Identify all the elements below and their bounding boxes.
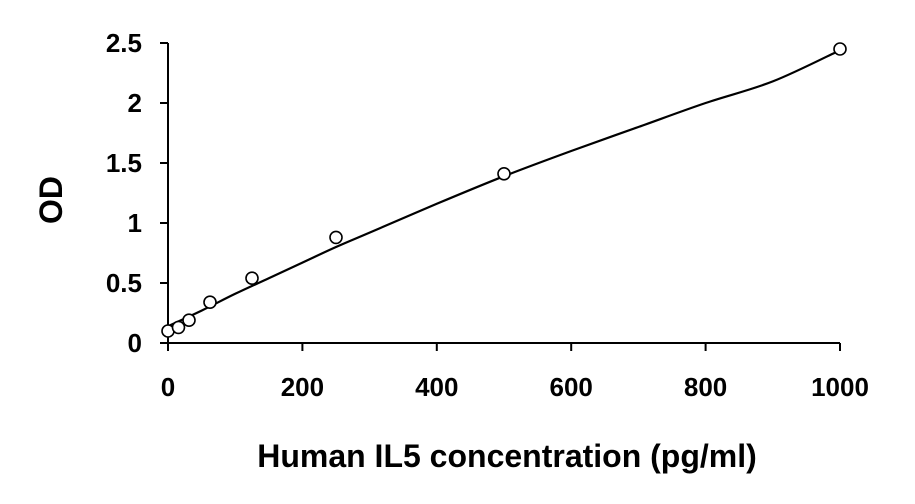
tick-marks <box>160 42 841 351</box>
y-tick-label: 2.5 <box>106 28 142 58</box>
fit-curve-layer <box>167 49 841 328</box>
data-points-layer <box>161 42 847 338</box>
y-tick-label: 2 <box>128 88 142 118</box>
x-tick-label: 200 <box>281 372 324 402</box>
x-tick-label: 400 <box>415 372 458 402</box>
data-point <box>497 167 511 181</box>
x-tick-label: 1000 <box>811 372 869 402</box>
data-point <box>203 295 217 310</box>
y-tick-label: 1 <box>128 208 142 238</box>
axes <box>167 43 840 344</box>
data-point <box>171 320 186 335</box>
y-tick-label: 0.5 <box>106 268 142 298</box>
data-point <box>329 230 343 245</box>
fit-curve <box>167 49 841 328</box>
x-tick-label: 600 <box>550 372 593 402</box>
data-point <box>245 271 259 286</box>
x-tick-label: 800 <box>684 372 727 402</box>
y-tick-label: 1.5 <box>106 148 142 178</box>
data-point <box>833 42 847 56</box>
x-axis-title: Human IL5 concentration (pg/ml) <box>257 438 757 474</box>
tick-labels: 0 0.5 1 1.5 2 2.5 0 200 400 600 800 1000 <box>106 28 869 402</box>
data-point <box>182 313 196 328</box>
y-tick-label: 0 <box>128 328 142 358</box>
y-axis-title: OD <box>33 176 69 224</box>
x-tick-label: 0 <box>161 372 175 402</box>
